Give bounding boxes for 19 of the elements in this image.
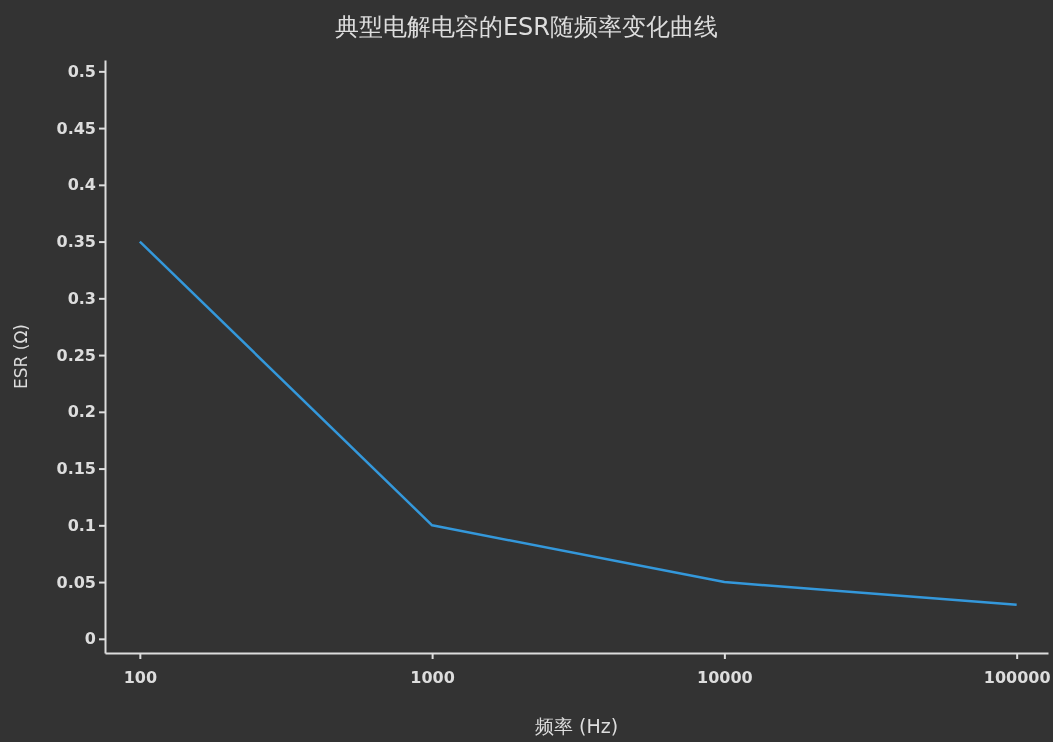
x-tick-label: 100: [123, 667, 158, 687]
y-tick-label: 0.15: [56, 459, 96, 479]
x-tick-label: 100000: [983, 667, 1051, 687]
x-axis-title: 频率 (Hz): [534, 715, 619, 737]
chart-title: 典型电解电容的ESR随频率变化曲线: [334, 13, 719, 41]
y-tick-label: 0.2: [67, 402, 96, 422]
y-tick-label: 0.05: [56, 572, 96, 592]
x-tick-label: 10000: [697, 667, 753, 687]
y-tick-label: 0: [84, 629, 96, 649]
y-tick-label: 0.5: [67, 61, 96, 81]
y-tick-label: 0.45: [56, 118, 96, 138]
y-tick-label: 0.35: [56, 232, 96, 252]
y-tick-label: 0.3: [67, 288, 96, 308]
y-tick-label: 0.1: [67, 515, 96, 535]
y-axis-title: ESR (Ω): [11, 323, 31, 390]
y-tick-label: 0.4: [67, 175, 96, 195]
x-tick-label: 1000: [410, 667, 455, 687]
y-tick-label: 0.25: [56, 345, 96, 365]
line-series: [138, 240, 1018, 607]
